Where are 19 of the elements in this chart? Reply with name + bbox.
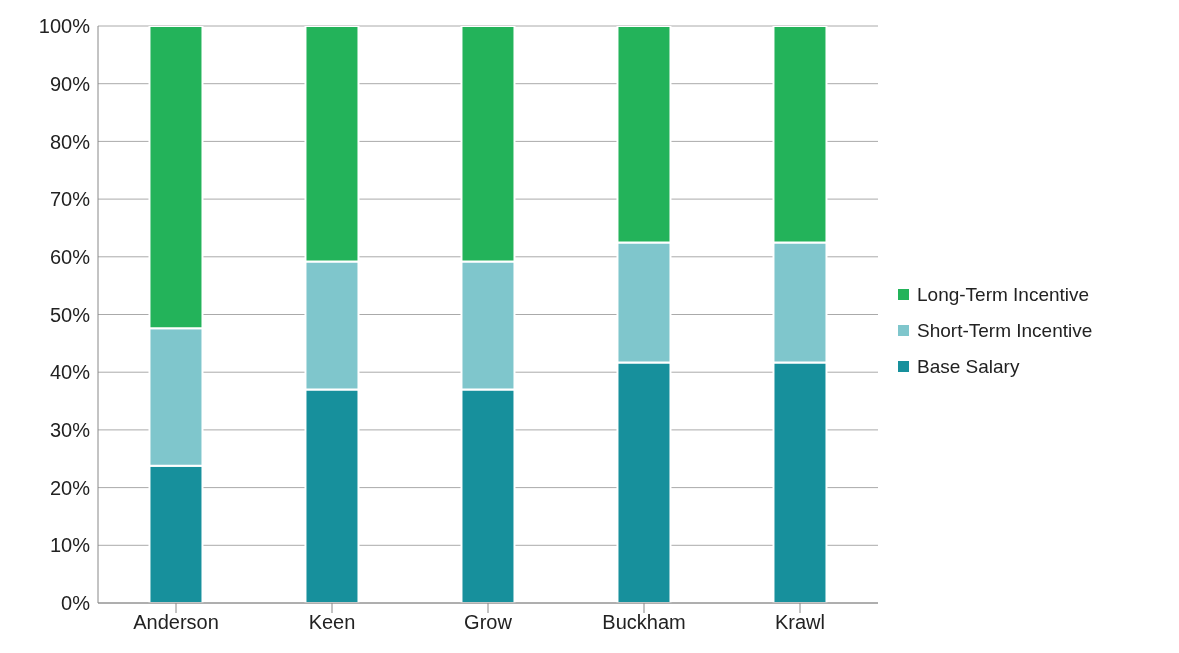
y-tick-label: 100% [38, 15, 91, 38]
y-tick-label: 10% [49, 534, 91, 557]
x-tick-label: Buckham [602, 611, 686, 634]
y-tick-label: 40% [49, 361, 91, 384]
legend-label: Long-Term Incentive [917, 283, 1090, 306]
x-tick-label: Krawl [774, 611, 826, 634]
x-tick-label: Grow [464, 611, 513, 634]
y-tick-label: 70% [49, 188, 91, 211]
y-tick-label: 30% [49, 419, 91, 441]
y-tick-label: 80% [49, 130, 91, 153]
legend-label: Base Salary [917, 355, 1020, 378]
legend-label: Short-Term Incentive [917, 319, 1093, 342]
y-tick-label: 0% [61, 592, 91, 615]
y-tick-label: 20% [49, 476, 91, 499]
x-tick-label: Anderson [133, 611, 219, 634]
y-tick-label: 50% [49, 303, 91, 326]
y-tick-label: 90% [49, 72, 91, 95]
y-tick-label: 60% [49, 245, 91, 268]
x-tick-label: Keen [308, 611, 356, 634]
